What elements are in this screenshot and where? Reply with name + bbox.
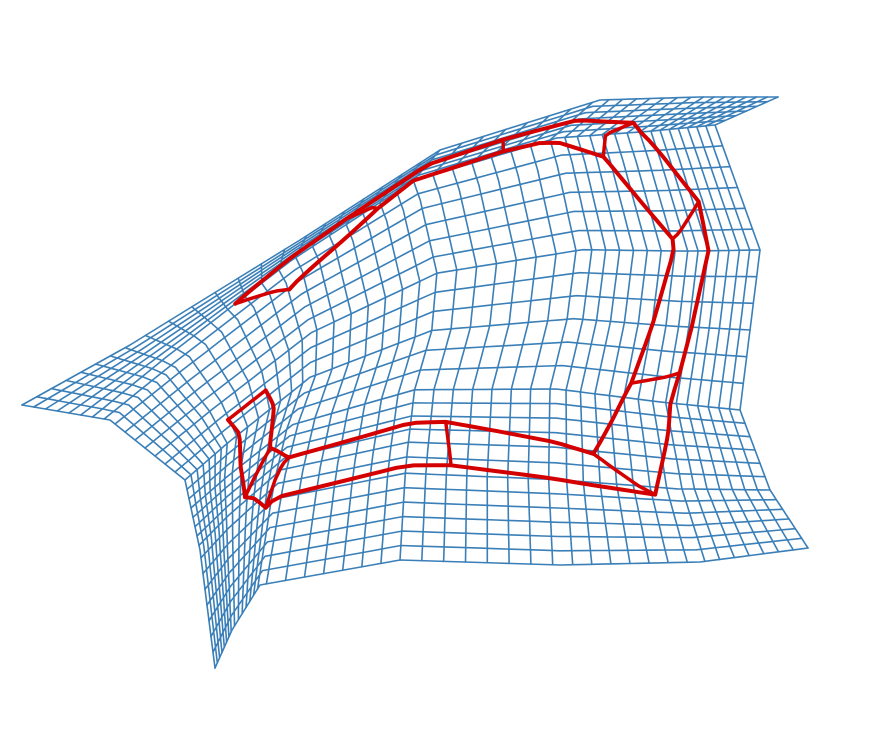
mesh-line-col <box>237 277 282 603</box>
frame-strut <box>670 199 701 241</box>
mesh-line-col <box>421 142 463 562</box>
mesh-line-row <box>214 547 809 669</box>
mesh-line-col <box>80 371 226 649</box>
mesh-line-row <box>206 501 784 606</box>
mesh-line-col <box>659 96 721 561</box>
mesh-line-row <box>44 105 758 410</box>
mesh-line-col <box>35 396 219 664</box>
mesh-line-col <box>506 115 550 565</box>
mesh-line-col <box>576 98 624 566</box>
mesh-line-col <box>589 98 638 565</box>
mesh-line-col <box>380 161 422 565</box>
mesh-line-col <box>705 96 795 551</box>
mesh-line-col <box>303 210 352 578</box>
mesh-line-col <box>361 173 404 568</box>
mesh-line-row <box>56 110 748 412</box>
mesh-line-col <box>564 98 610 566</box>
mesh-line-col <box>341 186 387 571</box>
mesh-line-col <box>144 334 238 627</box>
mesh-line-col <box>686 96 765 555</box>
mesh-line-col <box>650 96 706 563</box>
frame-strut <box>601 121 636 159</box>
frame-strut <box>263 455 291 510</box>
blue-wireframe-mesh <box>21 96 809 669</box>
mesh-line-col <box>638 96 692 564</box>
mesh-line-col <box>677 96 750 557</box>
mesh-line-col <box>109 355 230 638</box>
mesh-line-col <box>191 306 260 615</box>
mesh-line-col <box>50 387 221 659</box>
mesh-line-col <box>695 96 780 553</box>
frame-strut <box>226 388 268 422</box>
mesh-line-col <box>668 96 736 559</box>
mesh-line-col <box>256 248 304 590</box>
frame-strut <box>243 446 273 500</box>
mesh-line-col <box>442 135 485 563</box>
mesh-line-col <box>65 379 223 654</box>
mesh-line-col <box>21 404 216 669</box>
red-frame-structure <box>226 118 711 510</box>
frame-strut <box>344 205 380 221</box>
mesh-line-col <box>94 363 228 643</box>
mesh-line-col <box>714 96 809 549</box>
mesh-line-col <box>322 198 370 575</box>
mesh-line-col <box>399 149 441 561</box>
mesh-line-row <box>204 486 778 591</box>
mesh-line-row <box>208 515 790 622</box>
mesh-line-col <box>464 128 507 563</box>
mesh-line-col <box>167 320 249 621</box>
frame-strut <box>233 287 292 306</box>
mesh-line-col <box>214 291 271 609</box>
mesh-line-col <box>124 346 232 633</box>
frame-strut <box>629 371 682 385</box>
frame-strut <box>443 420 453 468</box>
mesh-line-col <box>547 101 594 566</box>
mesh-line-col <box>601 97 651 565</box>
mesh-line-row <box>114 165 731 425</box>
mesh-line-col <box>527 108 572 565</box>
frame-strut <box>591 452 657 497</box>
mesh-line-row <box>210 527 797 638</box>
mesh-line-row <box>212 537 803 654</box>
